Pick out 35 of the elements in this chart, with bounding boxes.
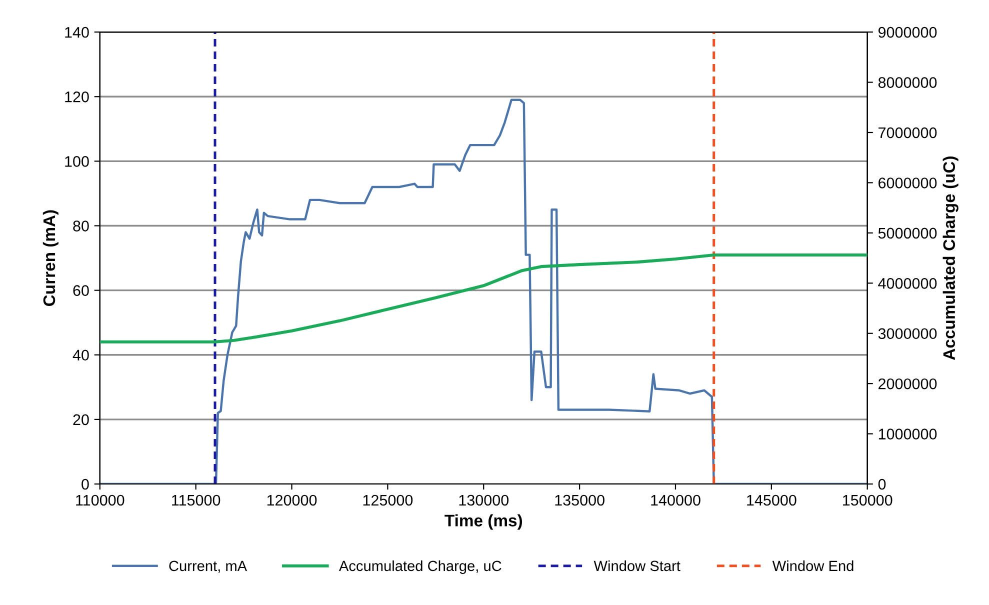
x-tick-label: 140000 [651,494,700,506]
line-series [100,253,868,344]
y-tick-label: 140 [65,26,89,38]
y-tick-label: 40 [72,350,89,361]
x-tick-label: 145000 [747,494,796,506]
y2-tick-label: 1000000 [878,428,937,440]
y2-tick-label: 4000000 [878,278,937,289]
y-tick-label: 100 [65,156,89,167]
y2-tick-label: 6000000 [878,178,937,188]
x-tick-label: 110000 [76,494,124,506]
y2-tick-label: 8000000 [878,77,937,88]
x-tick-label: 135000 [555,494,604,506]
y-tick-label: 120 [65,91,89,102]
y2-tick-label: 2000000 [878,378,937,390]
x-tick-label: 125000 [363,494,413,506]
legend-label: Accumulated Charge, uC [338,560,502,574]
x-tick-label: 150000 [843,494,892,506]
x-axis-title: Time (ms) [444,514,522,530]
y2-tick-label: 0 [878,478,886,490]
legend-label: Current, mA [169,560,248,573]
y2-tick-label: 3000000 [878,328,937,340]
y-tick-label: 20 [73,414,89,426]
y-tick-label: 60 [73,285,89,296]
legend-label: Window Start [594,560,680,572]
x-tick-label: 120000 [267,494,317,506]
y-tick-label: 0 [82,478,89,490]
y-tick-label: 80 [73,220,89,232]
y2-tick-label: 7000000 [878,127,937,138]
legend-label: Window End [772,560,854,572]
x-tick-label: 115000 [172,494,220,506]
y-axis-title: Curren (mA) [42,210,58,306]
y2-axis-title: Accumulated Charge (uC) [942,156,958,360]
x-tick-label: 130000 [459,494,509,506]
y2-tick-label: 5000000 [878,228,937,239]
y2-tick-label: 9000000 [878,26,937,38]
